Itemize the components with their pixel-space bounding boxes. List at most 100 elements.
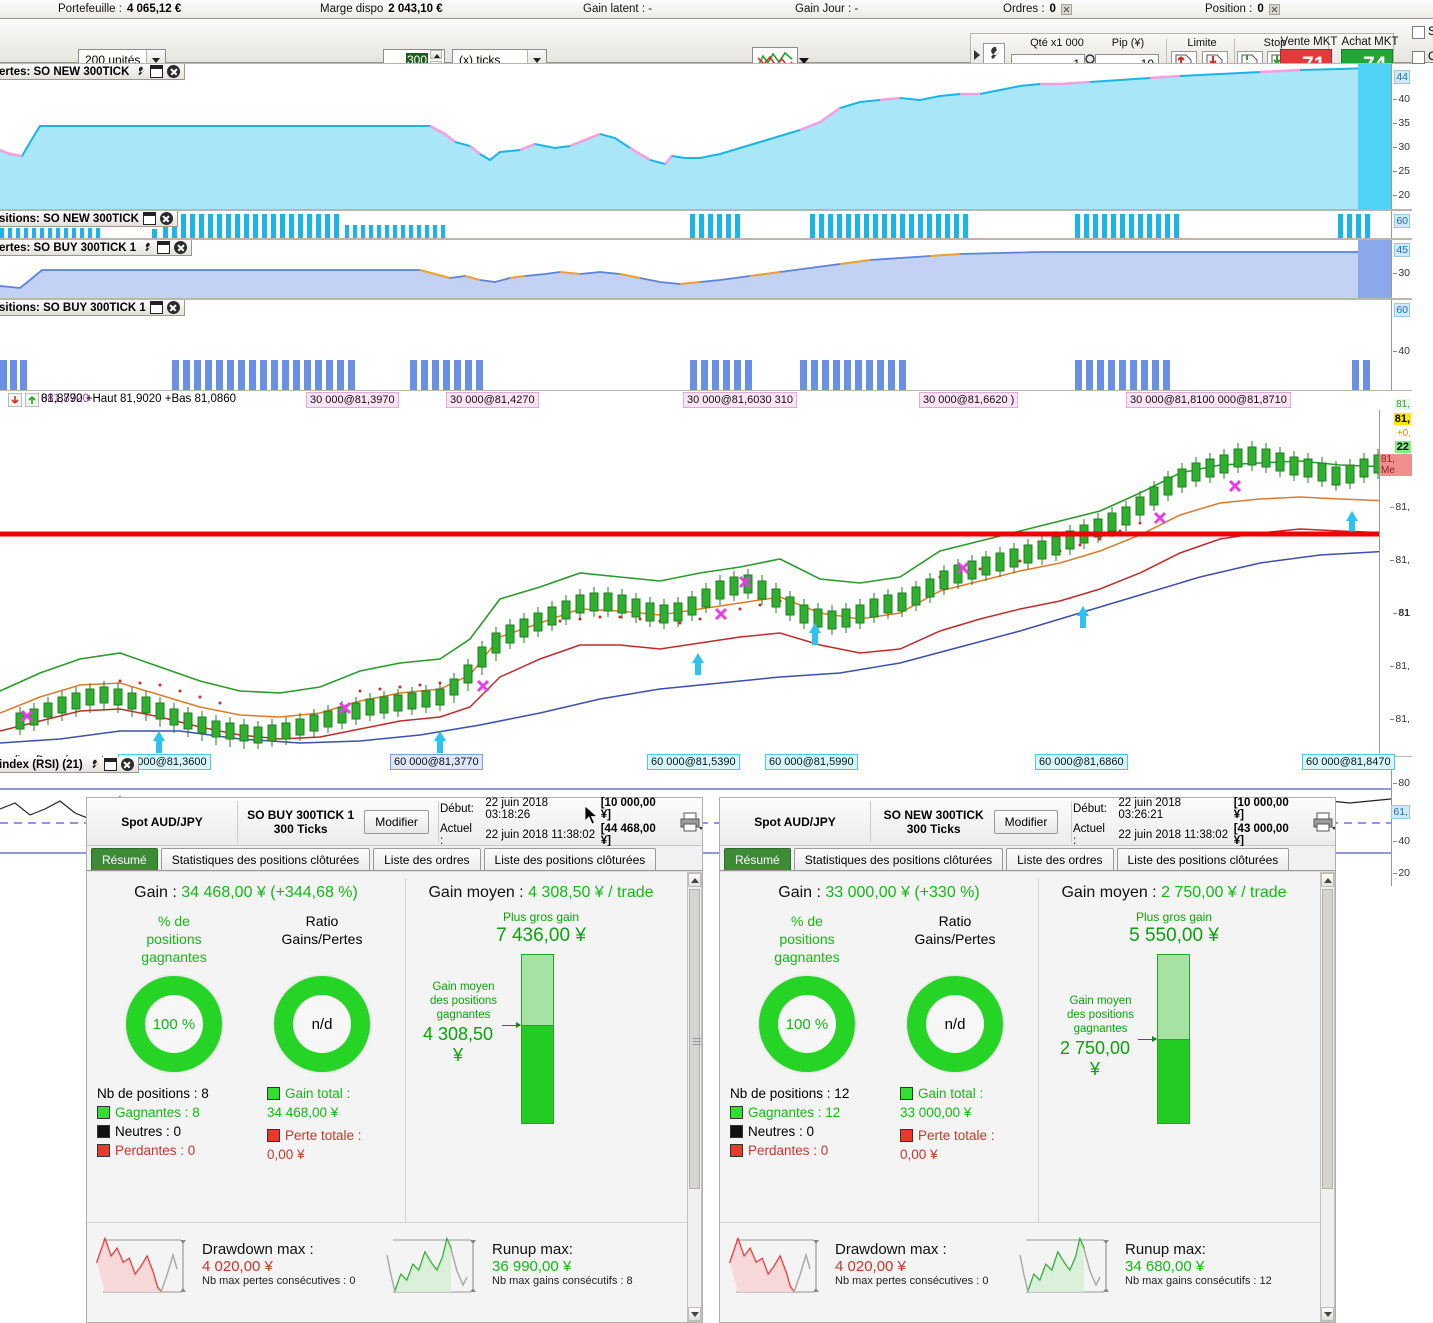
panel-equity-new-header[interactable]: ertes: SO NEW 300TICK xyxy=(0,64,186,80)
tab-liste-ordres[interactable]: Liste des ordres xyxy=(1006,848,1114,870)
print-icon[interactable] xyxy=(680,812,702,832)
sell-order-tag[interactable]: 30 000@81,6620 ) xyxy=(919,392,1019,408)
close-icon[interactable] xyxy=(120,758,134,771)
perdantes-text: Perdantes : 0 xyxy=(115,1143,196,1158)
wrench-icon[interactable] xyxy=(140,241,153,254)
wrench-icon[interactable] xyxy=(133,65,146,78)
tab-resume[interactable]: Résumé xyxy=(91,848,158,870)
tab-statistiques[interactable]: Statistiques des positions clôturées xyxy=(160,848,371,870)
stepper-up-icon[interactable] xyxy=(430,50,442,59)
panel-equity-buy[interactable]: ertes: SO BUY 300TICK 1 45 30 xyxy=(0,239,1412,299)
tab-liste-positions[interactable]: Liste des positions clôturées xyxy=(483,848,657,870)
window-icon[interactable] xyxy=(142,212,156,225)
scroll-up-icon[interactable] xyxy=(1321,873,1334,887)
buy-order-tag[interactable]: 60 000@81,5990 xyxy=(765,754,858,770)
sell-order-tag[interactable]: 30 000@81,3970 xyxy=(306,392,399,408)
divider xyxy=(237,800,238,843)
window-icon[interactable] xyxy=(103,758,117,771)
axis-tick: 45 xyxy=(1394,243,1410,257)
ratio-value: n/d xyxy=(293,995,351,1053)
scroll-down-icon[interactable] xyxy=(688,1307,701,1321)
modify-strategy-button[interactable]: Modifier xyxy=(364,809,429,834)
position-clear-icon[interactable] xyxy=(1268,3,1280,15)
tab-liste-ordres[interactable]: Liste des ordres xyxy=(373,848,481,870)
scroll-up-icon[interactable] xyxy=(688,873,701,887)
position-stat: Position : 0 xyxy=(1205,3,1280,15)
report-panel-buy: Spot AUD/JPY SO BUY 300TICK 1 300 Ticks … xyxy=(86,797,703,1323)
tab-statistiques[interactable]: Statistiques des positions clôturées xyxy=(793,848,1004,870)
perdantes-row: Perdantes : 0 xyxy=(730,1141,849,1160)
gain-bar-upper xyxy=(1157,954,1190,1040)
ratio-header-line1: Ratio xyxy=(938,913,972,929)
panel-equity-new[interactable]: ertes: SO NEW 300TICK 44 40 35 30 25 20 xyxy=(0,63,1412,210)
axis-tick: 61, xyxy=(1391,805,1410,819)
drawdown-label: Drawdown max : xyxy=(835,1241,947,1258)
wrench-icon xyxy=(991,46,999,59)
gain-label: Gain : xyxy=(134,884,182,901)
axis-tick: 25 xyxy=(1393,165,1410,177)
gain-total-label: Gain total : xyxy=(918,1086,984,1101)
checkbox-o[interactable] xyxy=(1412,51,1425,64)
chart-indicator-dropdown[interactable] xyxy=(798,47,810,75)
limite-label: Limite xyxy=(1187,37,1217,49)
report-new-scrollbar[interactable] xyxy=(1320,872,1335,1322)
divider xyxy=(1071,800,1072,843)
runup-value: 34 680,00 ¥ xyxy=(1125,1258,1205,1275)
panel-positions-new[interactable]: sitions: SO NEW 300TICK xyxy=(0,210,1412,239)
panel-rsi-header[interactable]: index (RSI) (21) xyxy=(0,757,139,773)
panel-equity-buy-header[interactable]: ertes: SO BUY 300TICK 1 xyxy=(0,240,193,256)
gain-line: Gain : 34 468,00 ¥ (+344,68 %) xyxy=(87,872,405,902)
panel-price-chart[interactable]: 081,8720 81,8790 +Haut 81,9020 +Bas 81,0… xyxy=(0,390,1412,773)
modify-strategy-button[interactable]: Modifier xyxy=(993,809,1059,834)
window-icon[interactable] xyxy=(149,301,163,314)
close-icon[interactable] xyxy=(166,301,180,314)
runup-label: Runup max: xyxy=(492,1241,573,1258)
equity-buy-curve xyxy=(0,240,1391,298)
buy-order-tag[interactable]: 60 000@81,3770 xyxy=(390,754,483,770)
close-icon[interactable] xyxy=(174,241,188,254)
scroll-thumb[interactable] xyxy=(1322,889,1333,1189)
panel-expand-icon[interactable] xyxy=(974,50,980,60)
report-buy-tabs: Résumé Statistiques des positions clôtur… xyxy=(87,846,702,871)
panel-positions-buy-header[interactable]: sitions: SO BUY 300TICK 1 xyxy=(0,300,185,316)
buy-order-tag[interactable]: 60 000@81,8470 xyxy=(1302,754,1395,770)
plus-gros-gain-label: Plus gros gain xyxy=(1135,910,1213,924)
expand-down-icon[interactable] xyxy=(8,393,22,407)
order-settings-button[interactable] xyxy=(983,43,1005,69)
gain-jour-label: Gain Jour : - xyxy=(795,3,859,15)
expand-up-icon[interactable] xyxy=(25,393,39,407)
window-icon[interactable] xyxy=(157,241,171,254)
wrench-icon[interactable] xyxy=(87,758,100,771)
print-icon[interactable] xyxy=(1313,812,1335,832)
divider xyxy=(1166,39,1167,75)
neutres-swatch xyxy=(730,1125,743,1138)
close-icon[interactable] xyxy=(159,212,173,225)
axis-tick: 81, xyxy=(1390,660,1410,672)
account-status-bar: Portefeuille : 4 065,12 € Marge dispo 2 … xyxy=(0,0,1433,19)
gain-moyen-line: Gain moyen : 2 750,00 ¥ / trade xyxy=(1039,872,1309,902)
scroll-thumb[interactable] xyxy=(689,889,701,1189)
portefeuille-stat: Portefeuille : 4 065,12 € xyxy=(58,3,181,15)
panel-positions-new-header[interactable]: sitions: SO NEW 300TICK xyxy=(0,211,178,227)
ratio-donut: n/d xyxy=(907,976,1003,1072)
tab-liste-positions[interactable]: Liste des positions clôturées xyxy=(1116,848,1290,870)
buy-order-tag[interactable]: 60 000@81,6860 xyxy=(1035,754,1128,770)
scroll-down-icon[interactable] xyxy=(1321,1307,1334,1321)
close-icon[interactable] xyxy=(167,65,181,78)
ordres-clear-icon[interactable] xyxy=(1060,3,1072,15)
new-summary-column: Gain : 33 000,00 ¥ (+330 %) % de positio… xyxy=(720,872,1038,1322)
buy-order-tag[interactable]: 60 000@81,5390 xyxy=(647,754,740,770)
perdantes-swatch xyxy=(97,1144,110,1157)
sell-order-tag[interactable]: 30 000@81,8100 000@81,8710 xyxy=(1126,392,1291,408)
report-buy-scrollbar[interactable] xyxy=(687,872,702,1322)
sell-order-tag[interactable]: 30 000@81,6030 310 xyxy=(683,392,797,408)
tab-resume[interactable]: Résumé xyxy=(724,848,791,870)
checkbox-s[interactable] xyxy=(1412,26,1425,39)
sell-order-tag[interactable]: 30 000@81,4270 xyxy=(446,392,539,408)
pip-label: Pip (¥) xyxy=(1111,37,1145,49)
debut-amount: [10 000,00 ¥] xyxy=(1233,796,1289,821)
moyen-line3: gagnantes xyxy=(436,1009,491,1021)
window-icon[interactable] xyxy=(150,65,164,78)
buy-order-tag[interactable]: 60 000@81,3600 xyxy=(118,754,211,770)
axis-tick: 81 xyxy=(1393,607,1410,619)
